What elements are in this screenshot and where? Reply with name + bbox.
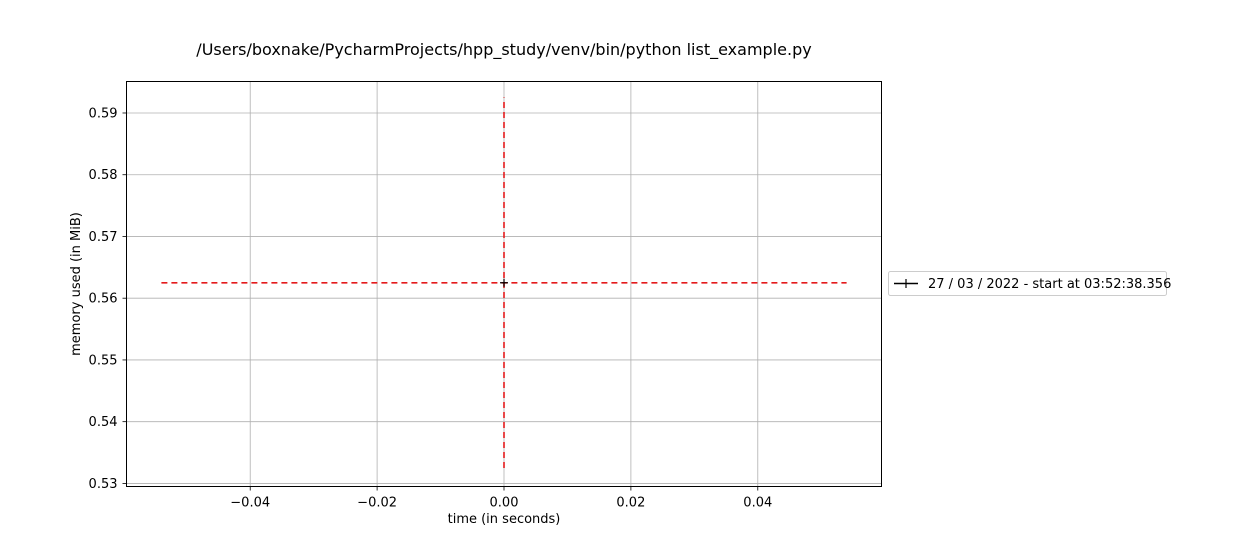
y-tick-label: 0.59 bbox=[89, 106, 118, 121]
x-tick-label: −0.02 bbox=[357, 496, 397, 511]
y-tick-label: 0.54 bbox=[89, 415, 118, 430]
legend: 27 / 03 / 2022 - start at 03:52:38.356 bbox=[888, 271, 1171, 296]
series-point bbox=[500, 278, 508, 287]
grid-lines bbox=[126, 81, 882, 487]
x-axis-label: time (in seconds) bbox=[448, 512, 561, 527]
y-tick-label: 0.57 bbox=[89, 230, 118, 245]
y-tick-label: 0.53 bbox=[89, 477, 118, 492]
y-axis-label: memory used (in MiB) bbox=[69, 212, 84, 356]
x-tick-label: −0.04 bbox=[230, 496, 270, 511]
y-tick-label: 0.58 bbox=[89, 168, 118, 183]
legend-entry-label: 27 / 03 / 2022 - start at 03:52:38.356 bbox=[928, 277, 1171, 292]
chart-title: /Users/boxnake/PycharmProjects/hpp_study… bbox=[196, 40, 811, 60]
x-tick-label: 0.02 bbox=[616, 496, 645, 511]
y-axis-ticks: 0.53 0.54 0.55 0.56 0.57 0.58 0.59 bbox=[89, 106, 127, 492]
y-tick-label: 0.55 bbox=[89, 353, 118, 368]
legend-box bbox=[888, 271, 1167, 296]
x-tick-label: 0.00 bbox=[490, 496, 519, 511]
series-markers bbox=[500, 278, 508, 287]
y-tick-label: 0.56 bbox=[89, 292, 118, 307]
x-tick-label: 0.04 bbox=[743, 496, 772, 511]
x-axis-ticks: −0.04 −0.02 0.00 0.02 0.04 bbox=[230, 486, 772, 511]
